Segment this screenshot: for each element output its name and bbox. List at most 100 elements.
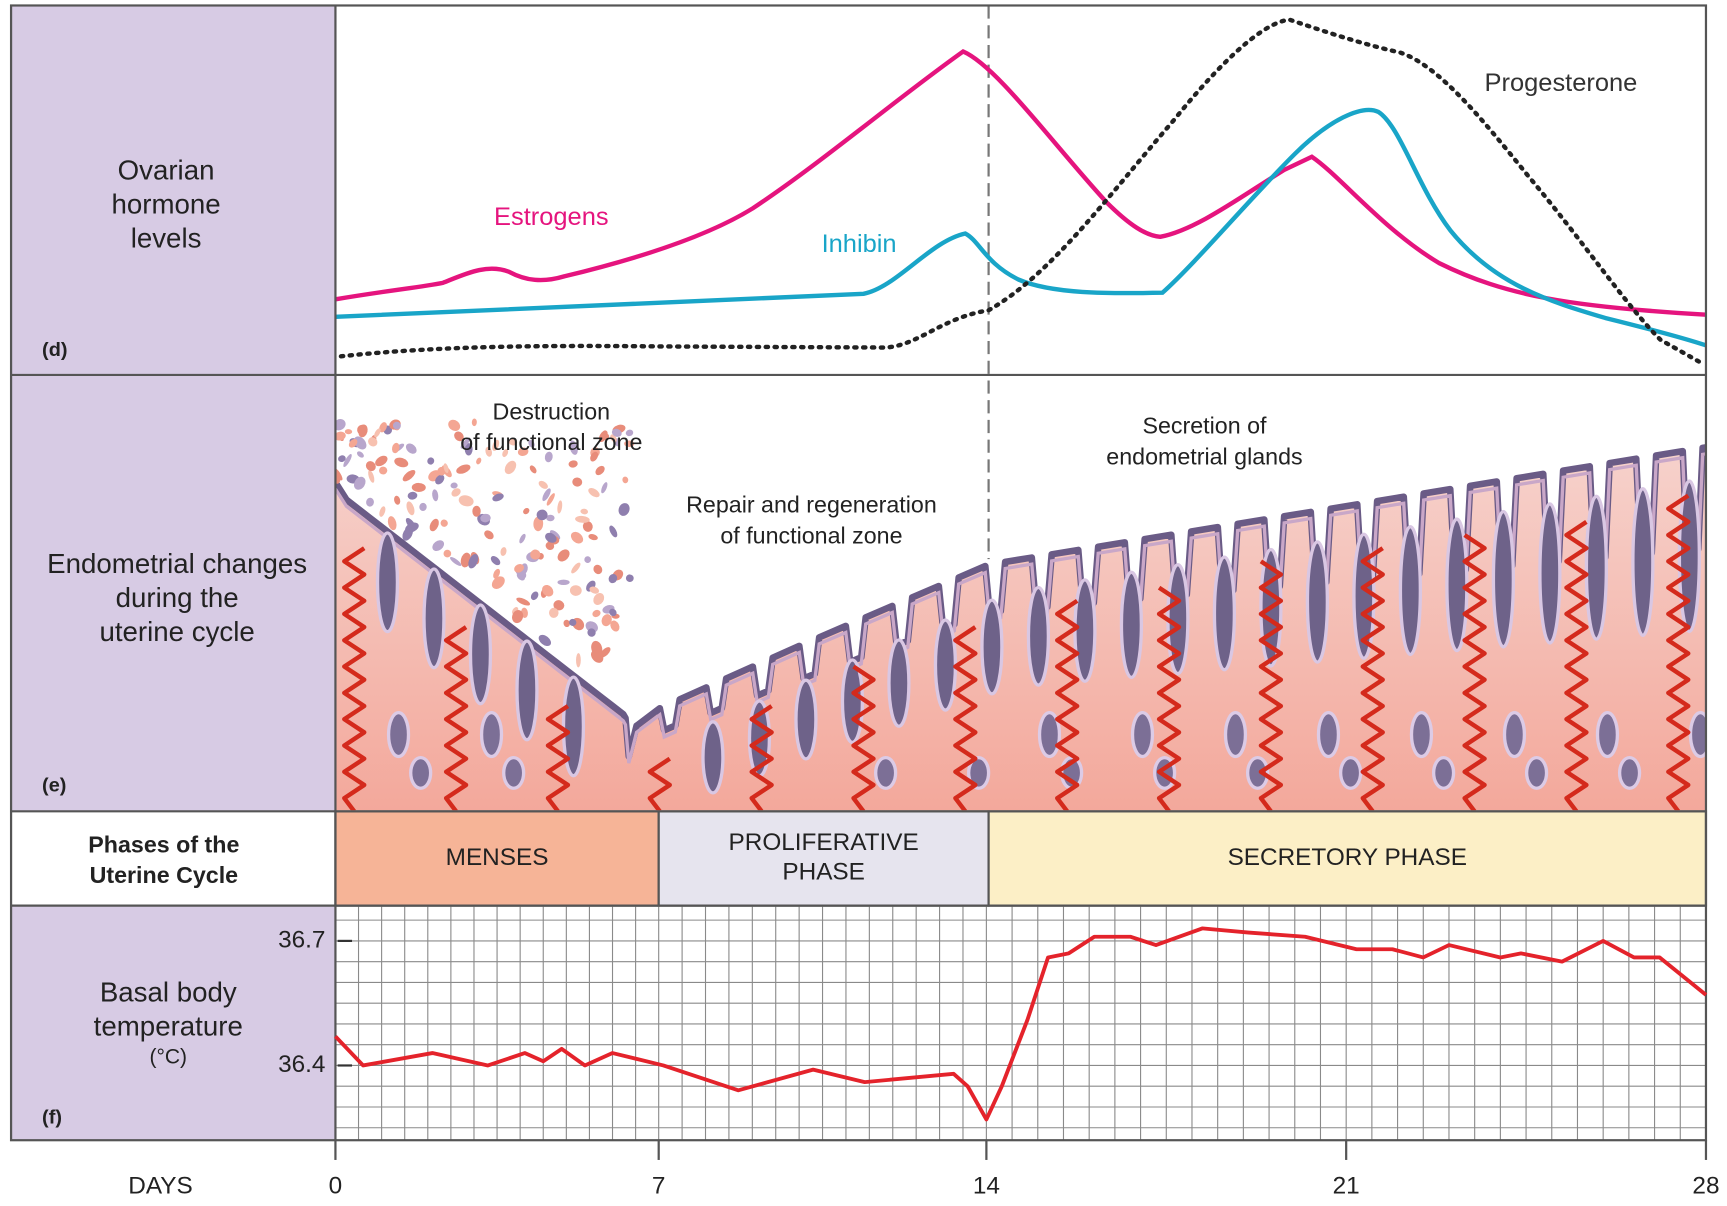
panel-label: Phases of the xyxy=(88,832,239,858)
panel-label: uterine cycle xyxy=(99,616,254,647)
tissue-fragment xyxy=(368,470,375,483)
tissue-fragment xyxy=(402,526,413,541)
curve-label: Estrogens xyxy=(494,203,609,231)
gland xyxy=(502,755,526,790)
gland xyxy=(1037,710,1062,759)
annotation: Repair and regeneration xyxy=(686,492,937,518)
panel-letter: (d) xyxy=(42,339,67,361)
spiral-artery xyxy=(1258,559,1284,811)
gland xyxy=(1631,487,1655,637)
tissue-fragment xyxy=(343,454,352,467)
gland xyxy=(874,755,898,790)
gland xyxy=(468,603,493,706)
tissue-fragment xyxy=(406,501,415,516)
x-tick-label: 28 xyxy=(1692,1173,1719,1200)
tissue-fragment xyxy=(570,531,584,544)
tissue-fragment xyxy=(443,463,449,474)
tissue-fragment xyxy=(480,513,491,523)
gland xyxy=(1595,710,1620,759)
tissue-fragment xyxy=(472,505,481,517)
tissue-fragment xyxy=(610,620,620,632)
gland xyxy=(1688,710,1706,759)
tissue-fragment xyxy=(471,418,477,427)
gland xyxy=(1026,585,1051,687)
tissue-fragment xyxy=(553,600,565,611)
gland xyxy=(887,638,911,728)
tissue-fragment xyxy=(411,482,426,492)
tissue-fragment xyxy=(379,466,388,475)
tissue-fragment xyxy=(375,455,388,467)
gland xyxy=(1502,710,1527,759)
tissue-fragment xyxy=(335,431,346,441)
tissue-fragment xyxy=(344,429,353,435)
spiral-artery xyxy=(851,664,876,811)
progesterone-curve xyxy=(338,17,1702,364)
gland xyxy=(1130,710,1155,759)
tissue-fragment xyxy=(356,451,364,458)
tissue-fragment xyxy=(508,438,518,446)
gland xyxy=(1409,710,1434,759)
gland xyxy=(1338,755,1363,790)
gland xyxy=(1431,755,1456,790)
gland xyxy=(1316,710,1341,759)
tissue-fragment xyxy=(563,619,570,628)
spiral-artery xyxy=(1462,533,1487,811)
tissue-fragment xyxy=(530,549,541,560)
gland xyxy=(1445,517,1469,653)
tissue-fragment xyxy=(601,482,608,494)
phase-band xyxy=(987,810,1708,907)
tissue-fragment xyxy=(536,509,548,521)
tissue-fragment xyxy=(366,497,374,507)
gland xyxy=(1305,540,1330,664)
tissue-fragment xyxy=(609,608,617,617)
spiral-artery xyxy=(647,756,672,811)
tissue-fragment xyxy=(588,534,598,541)
tissue-fragment xyxy=(450,482,458,489)
gland xyxy=(701,720,725,795)
tissue-fragment xyxy=(544,451,553,463)
tissue-fragment xyxy=(580,508,589,515)
spiral-artery xyxy=(953,625,978,811)
tissue-fragment xyxy=(493,568,501,579)
tissue-fragment xyxy=(392,442,400,454)
tissue-fragment xyxy=(545,532,557,543)
tissue-fragment xyxy=(491,576,505,589)
tissue-fragment xyxy=(599,647,611,658)
phase-name: SECRETORY PHASE xyxy=(1228,844,1467,871)
tissue-fragment xyxy=(490,555,501,566)
tissue-fragment xyxy=(572,477,583,487)
tissue-fragment xyxy=(571,562,581,574)
panel-letter: (e) xyxy=(42,774,66,796)
gland xyxy=(1617,755,1642,790)
tissue-fragment xyxy=(458,495,474,507)
panel-letter: (f) xyxy=(42,1107,62,1129)
panel-label: temperature xyxy=(94,1011,243,1042)
phase-band xyxy=(334,810,660,907)
tissue-fragment xyxy=(546,514,555,522)
phase-name: PROLIFERATIVE xyxy=(729,829,919,856)
tissue-fragment xyxy=(568,460,578,468)
tissue-fragment xyxy=(625,429,634,437)
tissue-fragment xyxy=(504,460,517,475)
tissue-fragment xyxy=(437,466,446,476)
tissue-fragment xyxy=(591,640,603,656)
tissue-fragment xyxy=(427,457,435,465)
gland xyxy=(386,710,411,759)
tissue-fragment xyxy=(394,495,401,505)
endometrium-illustration xyxy=(335,418,1706,811)
x-tick-label: 7 xyxy=(652,1173,666,1200)
curve-label: Inhibin xyxy=(822,230,897,258)
panel-label: Basal body xyxy=(100,977,237,1008)
panel-label: Ovarian xyxy=(118,154,215,185)
tissue-fragment xyxy=(569,440,578,455)
tissue-fragment xyxy=(611,428,622,437)
y-tick-label: 36.4 xyxy=(278,1051,325,1078)
tissue-fragment xyxy=(575,515,590,523)
phase-label-bg xyxy=(11,811,336,906)
panel-label: Uterine Cycle xyxy=(90,862,239,888)
tissue-fragment xyxy=(569,618,577,626)
tissue-fragment xyxy=(598,430,608,443)
tissue-fragment xyxy=(590,451,599,462)
gland xyxy=(1245,755,1270,790)
spiral-artery xyxy=(342,546,367,811)
